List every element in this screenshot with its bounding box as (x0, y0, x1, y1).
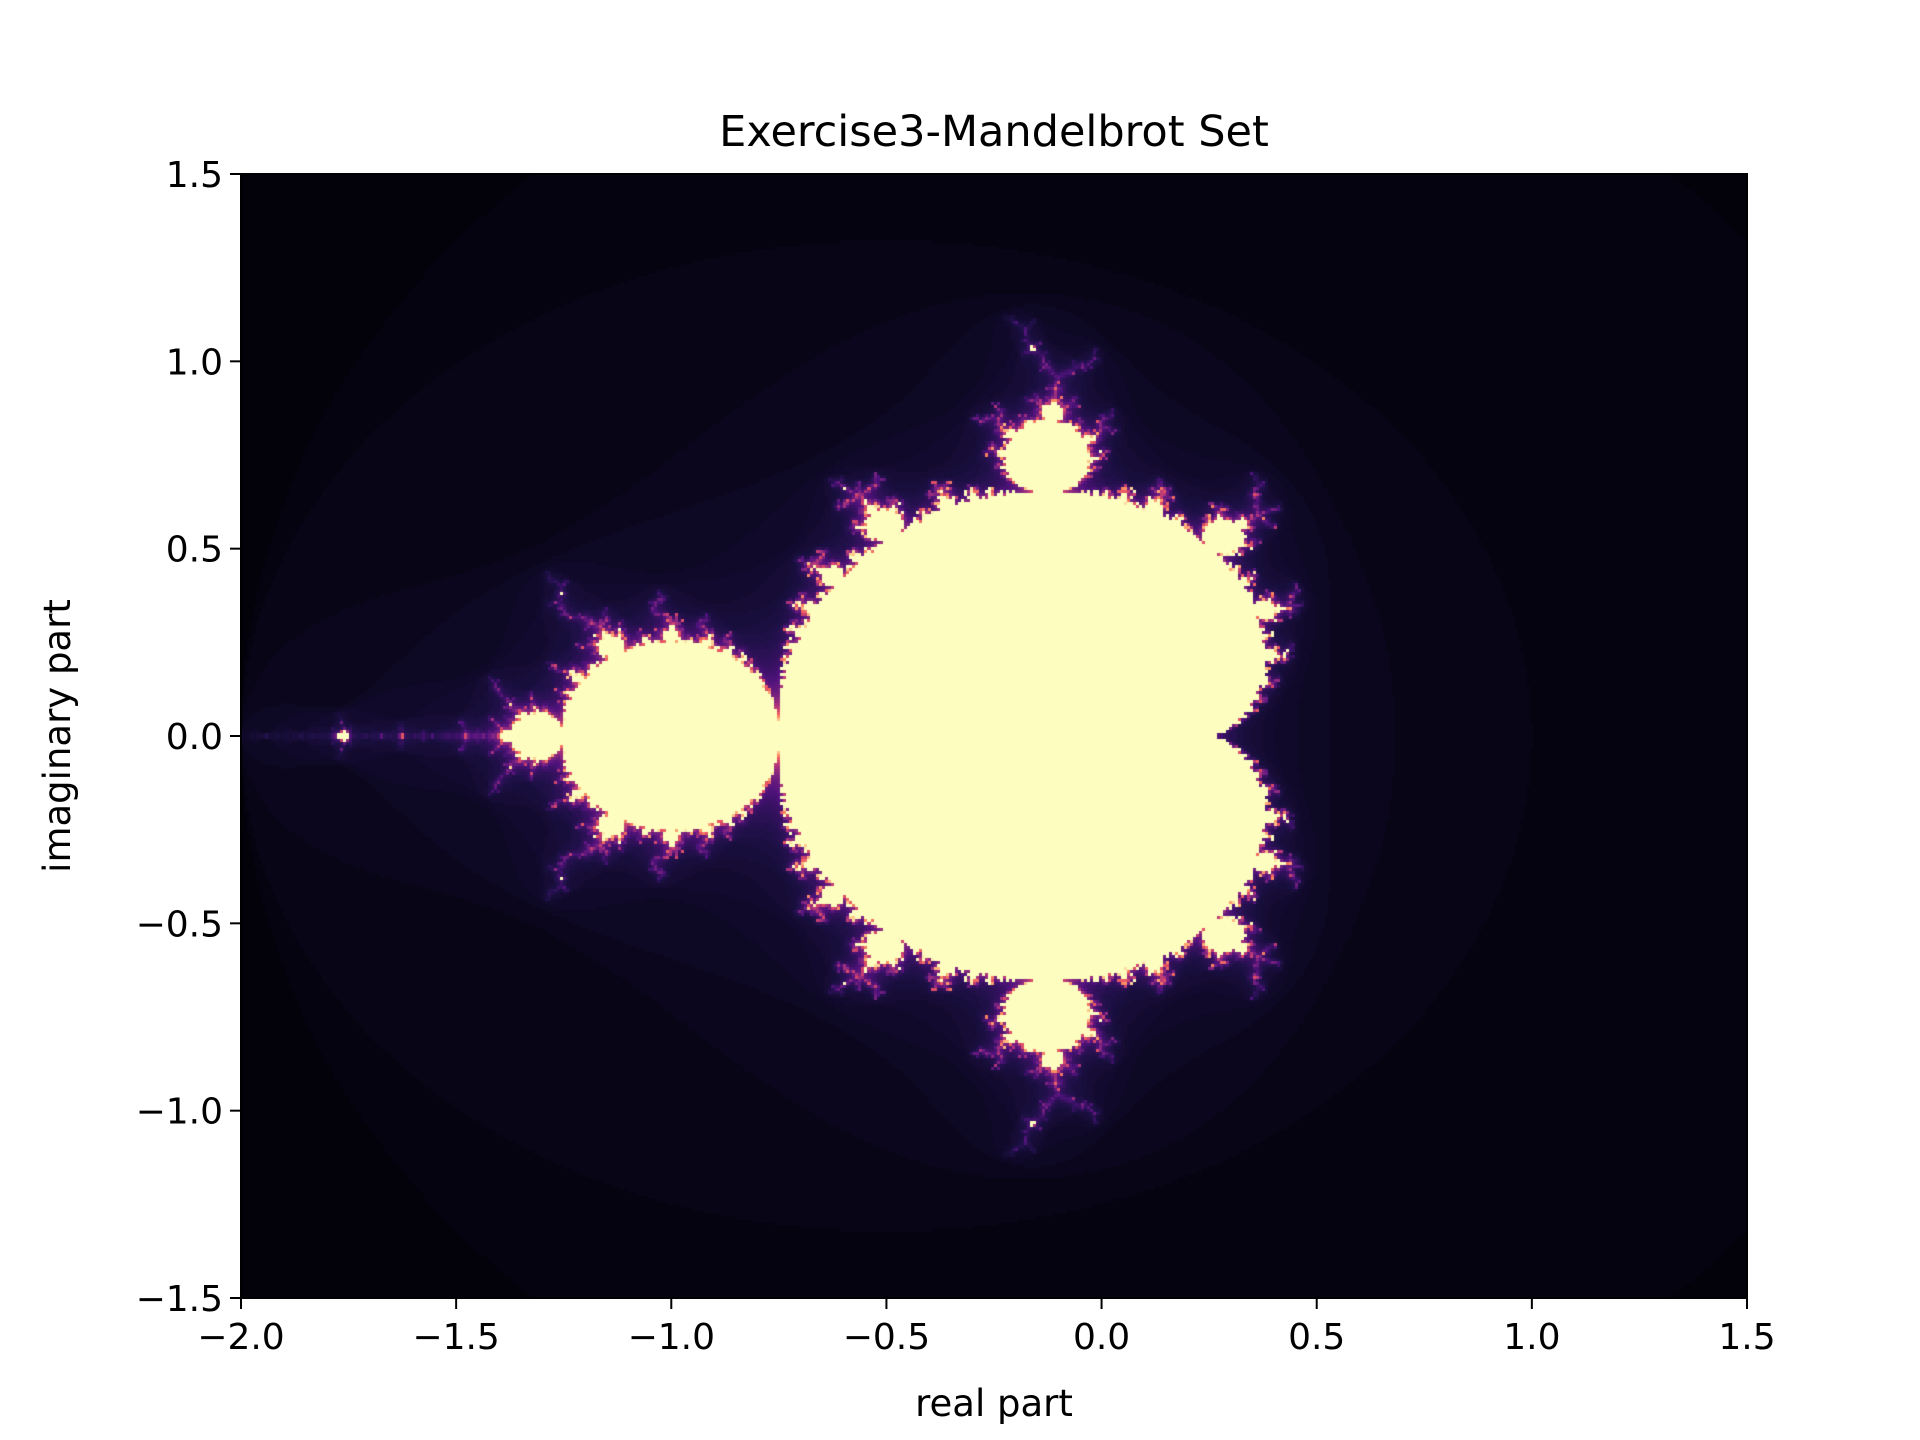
x-tick-label: −0.5 (843, 1317, 930, 1358)
chart-title: Exercise3-Mandelbrot Set (719, 107, 1269, 157)
x-axis-label: real part (915, 1382, 1073, 1425)
y-axis-label: imaginary part (36, 599, 79, 873)
y-tick-label: 1.0 (166, 342, 223, 383)
x-tick-label: 0.5 (1288, 1317, 1345, 1358)
x-tick-label: −1.0 (628, 1317, 715, 1358)
y-tick-label: −0.5 (136, 904, 223, 945)
y-tick-label: 0.5 (166, 530, 223, 571)
mandelbrot-heatmap-image (241, 174, 1747, 1298)
y-axis: 1.5 1.0 0.5 0.0 −0.5 −1.0 −1.5 (136, 155, 241, 1320)
y-tick-label: −1.5 (136, 1279, 223, 1320)
x-tick-label: −1.5 (412, 1317, 499, 1358)
x-tick-label: 0.0 (1073, 1317, 1130, 1358)
x-axis: −2.0 −1.5 −1.0 −0.5 0.0 0.5 1.0 1.5 (197, 1298, 1776, 1358)
x-tick-label: −2.0 (197, 1317, 284, 1358)
x-tick-label: 1.5 (1718, 1317, 1775, 1358)
x-tick-label: 1.0 (1503, 1317, 1560, 1358)
y-tick-label: 1.5 (166, 155, 223, 196)
y-tick-label: 0.0 (166, 717, 223, 758)
plot-frame (240, 173, 1748, 1299)
y-tick-label: −1.0 (136, 1092, 223, 1133)
